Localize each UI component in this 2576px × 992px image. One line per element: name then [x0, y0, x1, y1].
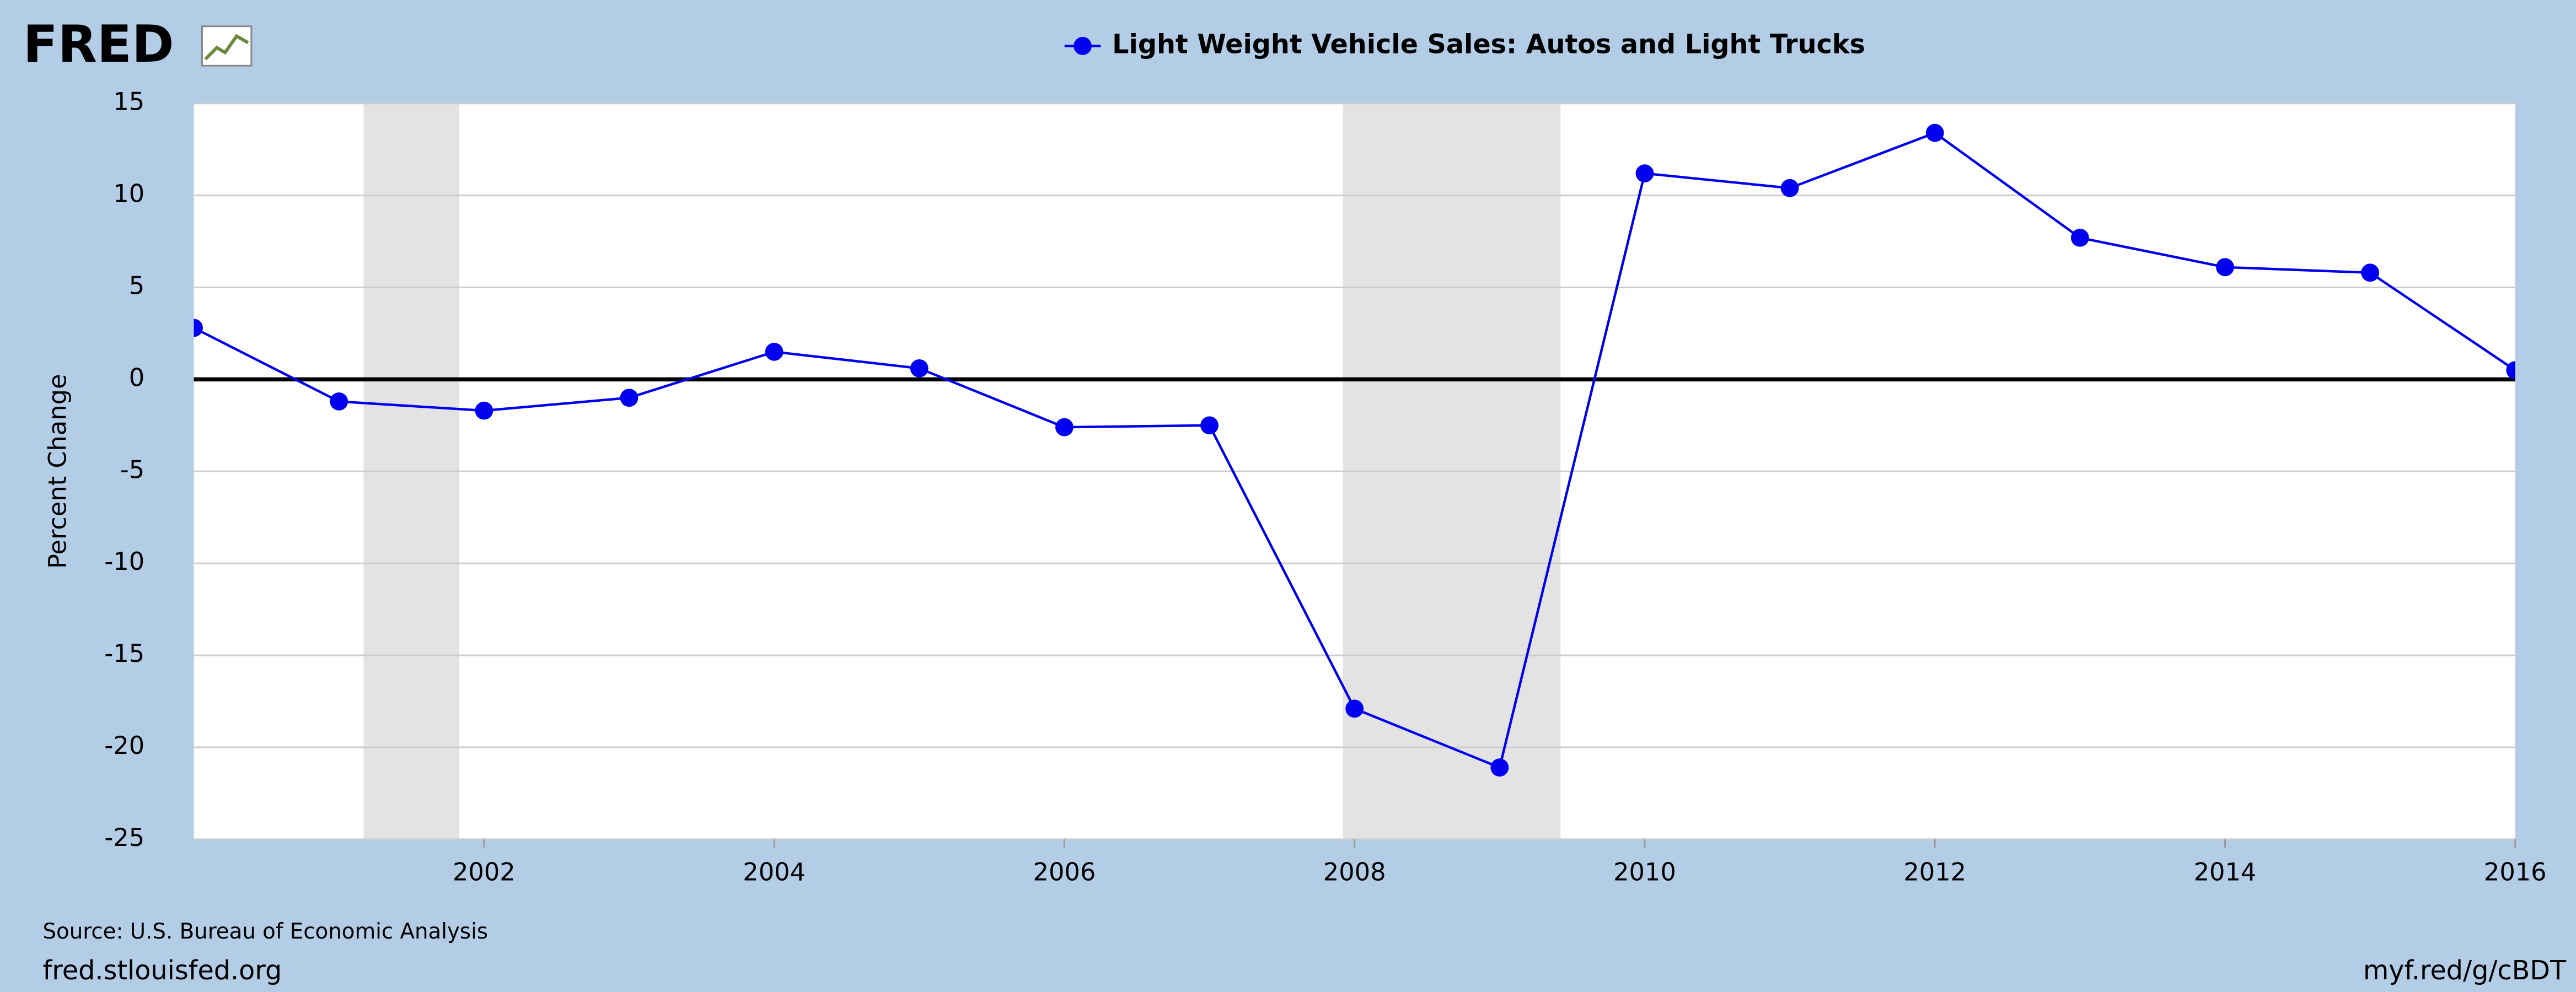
y-tick-label: -15 — [104, 639, 144, 668]
x-tick-label: 2016 — [2484, 858, 2547, 886]
x-tick-label: 2014 — [2194, 858, 2257, 886]
logo: FRED — [23, 14, 174, 74]
point — [2506, 361, 2515, 380]
footer-right: myf.red/g/cBDT — [2363, 956, 2567, 986]
y-tick-label: 10 — [113, 180, 144, 208]
footer-left: fred.stlouisfed.org — [42, 956, 282, 986]
point — [2361, 263, 2380, 282]
x-tick-label: 2006 — [1033, 858, 1096, 886]
y-tick-label: 5 — [129, 272, 144, 300]
legend-label: Light Weight Vehicle Sales: Autos and Li… — [1112, 29, 1865, 60]
y-tick-label: -10 — [104, 547, 144, 576]
point — [910, 359, 929, 378]
x-tick-label: 2004 — [743, 858, 806, 886]
y-tick-label: -25 — [104, 823, 144, 852]
y-tick-label: -5 — [120, 455, 145, 484]
point — [475, 401, 493, 420]
x-tick-label: 2002 — [453, 858, 516, 886]
y-tick-label: 0 — [129, 363, 144, 392]
point — [194, 319, 203, 337]
x-tick-label: 2012 — [1903, 858, 1966, 886]
point — [765, 342, 783, 361]
point — [330, 392, 348, 411]
legend-marker — [1074, 37, 1092, 55]
point — [1200, 416, 1219, 435]
point — [1780, 179, 1799, 197]
point — [2070, 229, 2089, 247]
point — [1925, 123, 1944, 142]
x-tick-label: 2008 — [1323, 858, 1386, 886]
y-tick-label: 15 — [113, 88, 144, 116]
point — [1635, 164, 1654, 182]
plot — [194, 123, 2515, 777]
point — [2216, 258, 2234, 277]
y-tick-label: -20 — [104, 731, 144, 760]
logo-icon — [201, 25, 253, 67]
point — [1055, 418, 1074, 436]
point — [1345, 699, 1364, 718]
point — [1490, 758, 1509, 777]
x-tick-label: 2010 — [1613, 858, 1676, 886]
labels: -25 -20 -15 -10 -5 0 5 10 15 2002 2004 2006 2008 2010… — [104, 88, 2546, 887]
y-axis-label: Percent Change — [43, 374, 72, 569]
source: Source: U.S. Bureau of Economic Analysis — [42, 919, 488, 944]
point — [620, 389, 638, 407]
